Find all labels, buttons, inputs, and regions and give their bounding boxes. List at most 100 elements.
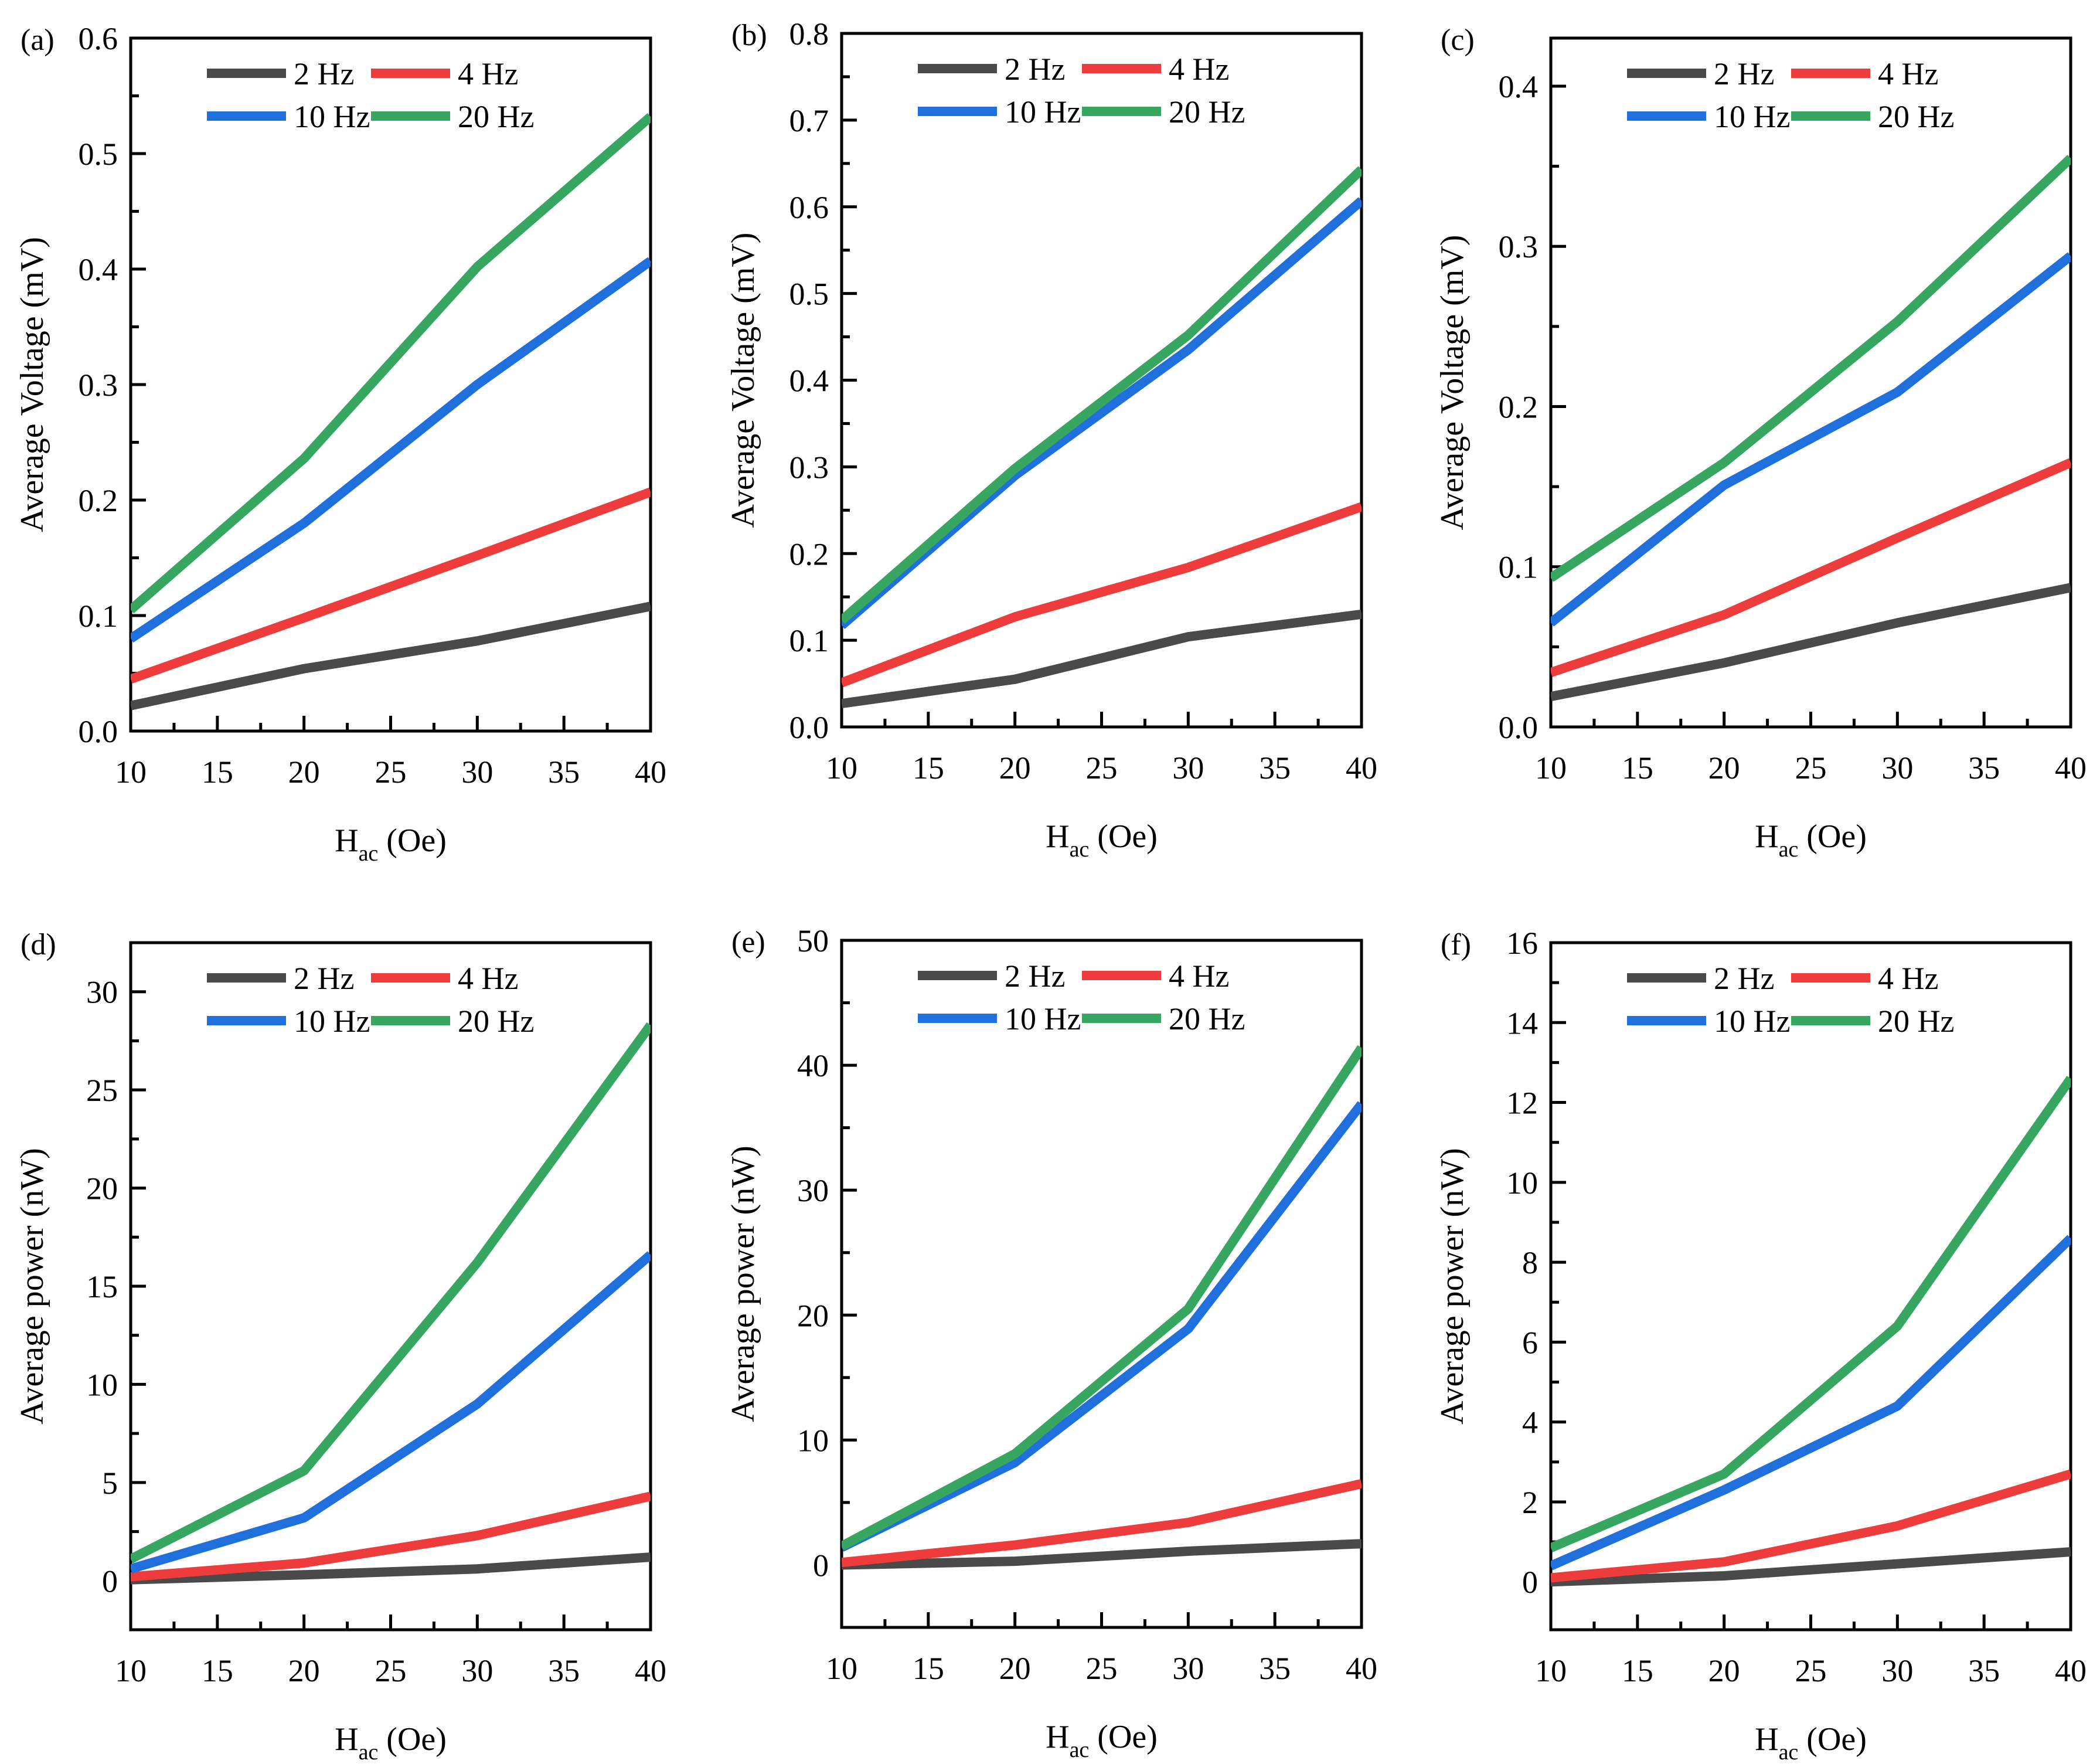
x-axis-label-unit: (Oe) xyxy=(1089,818,1158,855)
series-line-2-hz xyxy=(1551,1547,2071,1587)
y-tick-label: 0.2 xyxy=(789,536,829,572)
y-tick-label: 4 xyxy=(1522,1405,1538,1440)
x-tick-label: 10 xyxy=(115,754,147,790)
legend: 2 Hz 4 Hz 10 Hz 20 Hz xyxy=(207,56,534,134)
x-tick-label: 20 xyxy=(999,750,1031,786)
y-tick-label: 15 xyxy=(86,1269,118,1304)
x-tick-label: 25 xyxy=(1795,1653,1827,1688)
x-tick-label: 10 xyxy=(115,1653,147,1688)
x-axis-label: Hac (Oe) xyxy=(1046,818,1158,862)
x-axis-label-unit: (Oe) xyxy=(1798,818,1867,855)
y-tick-label: 6 xyxy=(1522,1325,1538,1360)
x-axis-label: Hac (Oe) xyxy=(1755,1721,1867,1764)
y-tick-label: 25 xyxy=(86,1073,118,1108)
x-tick-label: 35 xyxy=(548,1653,580,1688)
x-tick-label: 40 xyxy=(2055,750,2087,786)
x-axis-label-unit: (Oe) xyxy=(1798,1721,1867,1758)
y-axis-label: Average Voltage (mV) xyxy=(1434,235,1471,531)
x-axis-label-subscript: ac xyxy=(359,841,379,866)
series-line-2-hz xyxy=(842,609,1362,709)
series-line-4-hz xyxy=(131,487,651,684)
series-line-20-hz xyxy=(842,1045,1362,1551)
x-tick-label: 40 xyxy=(1346,1651,1377,1686)
series-group xyxy=(1551,155,2071,701)
x-tick-label: 30 xyxy=(1881,1653,1913,1688)
legend-label: 10 Hz xyxy=(1714,99,1790,134)
series-line-4-hz xyxy=(842,502,1362,688)
panel-label: (d) xyxy=(21,928,56,961)
y-tick-label: 10 xyxy=(1506,1165,1538,1201)
panel-label: (f) xyxy=(1441,928,1471,961)
y-tick-label: 40 xyxy=(797,1048,829,1083)
legend-label: 20 Hz xyxy=(1169,1001,1245,1036)
x-axis-label: Hac (Oe) xyxy=(1755,818,1867,862)
x-tick-label: 15 xyxy=(913,750,944,786)
y-axis-label: Average power (nW) xyxy=(725,1146,761,1422)
chart-panel-b: 10 15 20 25 30 35 40 0.0 0.1 0.2 0.3 0.4 0.5 0.6 0.7 0.… xyxy=(725,16,1377,862)
x-tick-label: 15 xyxy=(1622,750,1653,786)
x-tick-label: 20 xyxy=(1708,750,1740,786)
y-tick-label: 8 xyxy=(1522,1245,1538,1280)
x-axis-label: Hac (Oe) xyxy=(335,822,447,866)
plot-frame xyxy=(1549,36,2072,729)
chart-panel-f: 10 15 20 25 30 35 40 0 2 4 6 8 10 12 14 16 (f) Average po… xyxy=(1434,926,2087,1764)
x-tick-label: 25 xyxy=(1795,750,1827,786)
y-tick-label: 0 xyxy=(1522,1565,1538,1600)
y-tick-label: 0.5 xyxy=(789,277,829,312)
y-tick-label: 0.3 xyxy=(79,368,118,403)
y-tick-label: 0.3 xyxy=(789,450,829,485)
legend: 2 Hz 4 Hz 10 Hz 20 Hz xyxy=(918,959,1245,1036)
legend-label: 2 Hz xyxy=(1714,56,1774,91)
legend-label: 20 Hz xyxy=(458,1004,534,1039)
legend-label: 2 Hz xyxy=(294,56,354,91)
series-group xyxy=(842,1045,1362,1570)
x-tick-label: 20 xyxy=(999,1651,1031,1686)
series-line-10-hz xyxy=(131,1251,651,1573)
y-axis-label: Average Voltage (mV) xyxy=(14,237,50,532)
x-tick-label: 15 xyxy=(913,1651,944,1686)
x-tick-label: 25 xyxy=(375,1653,407,1688)
x-tick-label: 35 xyxy=(1968,750,2000,786)
x-tick-label: 30 xyxy=(1172,750,1204,786)
panel-label: (b) xyxy=(731,19,767,52)
legend-label: 10 Hz xyxy=(1005,1001,1081,1036)
panel-label: (e) xyxy=(731,926,765,959)
y-tick-label: 16 xyxy=(1506,926,1538,961)
x-tick-label: 35 xyxy=(1968,1653,2000,1688)
x-axis-label-unit: (Oe) xyxy=(1089,1719,1158,1755)
y-tick-label: 0.8 xyxy=(789,16,829,52)
x-tick-label: 15 xyxy=(1622,1653,1653,1688)
y-tick-label: 20 xyxy=(797,1298,829,1333)
x-axis-label-unit: (Oe) xyxy=(378,822,447,859)
chart-panel-d: 10 15 20 25 30 35 40 0 5 10 15 20 25 30 (d) Average pow… xyxy=(14,928,666,1764)
legend-label: 4 Hz xyxy=(1878,56,1938,91)
x-axis-label: Hac (Oe) xyxy=(335,1721,447,1764)
legend-label: 20 Hz xyxy=(1169,94,1245,130)
y-tick-label: 20 xyxy=(86,1171,118,1206)
series-group xyxy=(131,1022,651,1585)
x-axis-label: Hac (Oe) xyxy=(1046,1719,1158,1762)
x-tick-label: 20 xyxy=(1708,1653,1740,1688)
series-line-10-hz xyxy=(1551,1235,2071,1571)
legend-label: 20 Hz xyxy=(1878,1004,1954,1039)
y-tick-label: 50 xyxy=(797,923,829,959)
y-tick-label: 0 xyxy=(813,1548,829,1583)
x-tick-label: 10 xyxy=(826,1651,857,1686)
x-tick-label: 15 xyxy=(202,754,233,790)
x-axis-label-subscript: ac xyxy=(1070,1738,1090,1762)
y-tick-label: 0.0 xyxy=(789,710,829,745)
series-group xyxy=(131,113,651,711)
x-tick-label: 35 xyxy=(548,754,580,790)
x-tick-label: 35 xyxy=(1259,1651,1291,1686)
y-tick-label: 0.4 xyxy=(1499,69,1539,104)
panel-label: (a) xyxy=(21,23,55,57)
x-axis-label-subscript: ac xyxy=(1779,1740,1799,1764)
x-axis-label-main: H xyxy=(335,1721,358,1758)
x-axis-label-subscript: ac xyxy=(1779,837,1799,862)
x-axis-label-main: H xyxy=(1046,818,1069,855)
y-tick-label: 30 xyxy=(86,975,118,1010)
x-axis-label-main: H xyxy=(1755,1721,1778,1758)
x-tick-label: 40 xyxy=(635,754,666,790)
series-line-4-hz xyxy=(842,1479,1362,1568)
